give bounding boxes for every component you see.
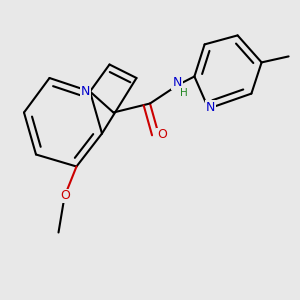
Text: N: N — [172, 76, 182, 89]
Text: O: O — [157, 128, 167, 142]
Text: N: N — [81, 85, 90, 98]
Text: O: O — [60, 189, 70, 203]
Text: H: H — [180, 88, 188, 98]
Text: N: N — [206, 100, 215, 114]
